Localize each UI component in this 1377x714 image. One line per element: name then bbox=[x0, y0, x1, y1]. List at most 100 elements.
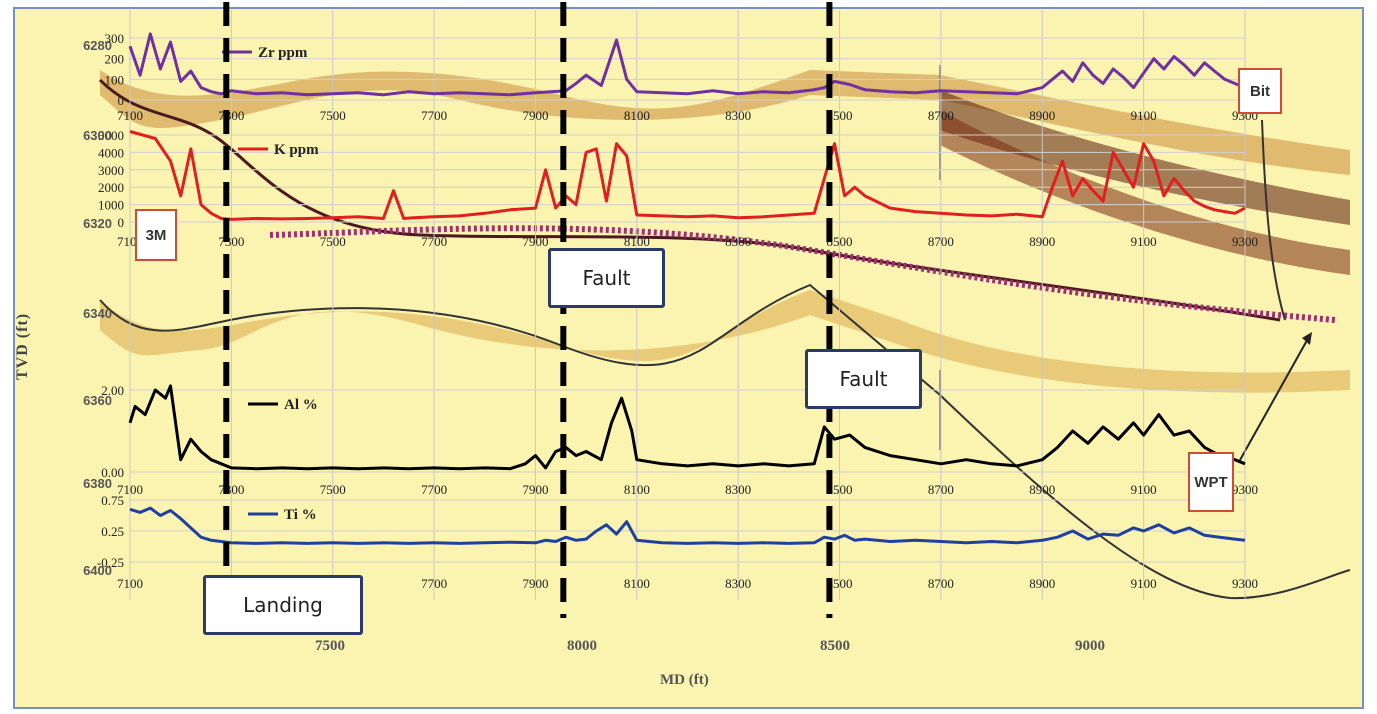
panel-3-ytick-2: -0.25 bbox=[97, 555, 124, 570]
arrow-line bbox=[1239, 334, 1311, 461]
panel-3-xtick-3: 7700 bbox=[421, 576, 447, 591]
series-line-0 bbox=[128, 32, 1246, 97]
panel-3-xtick-9: 8900 bbox=[1029, 576, 1055, 591]
panel-1-ytick-5: 0 bbox=[118, 215, 125, 230]
panel-0-xtick-2: 7500 bbox=[320, 108, 346, 123]
panel-0-ytick-2: 100 bbox=[105, 72, 125, 87]
tvd-axis-label: TVD (ft) bbox=[14, 312, 31, 380]
panel-1-ytick-4: 1000 bbox=[98, 198, 124, 213]
panel-0-xtick-7: 8500 bbox=[827, 108, 853, 123]
md-tick-1: 8000 bbox=[567, 638, 597, 654]
panel-1-xtick-7: 8500 bbox=[827, 234, 853, 249]
panel-0-ytick-1: 200 bbox=[105, 52, 125, 67]
seismic-band-upper bbox=[100, 70, 1350, 175]
panel-2-xtick-7: 8500 bbox=[827, 482, 853, 497]
panel-1-xtick-1: 7300 bbox=[218, 234, 244, 249]
panel-3-xtick-11: 9300 bbox=[1232, 576, 1258, 591]
panel-2-xtick-5: 8100 bbox=[624, 482, 650, 497]
panel-0-xtick-3: 7700 bbox=[421, 108, 447, 123]
series-line-3 bbox=[129, 506, 1246, 545]
panel-0-xtick-0: 7100 bbox=[117, 108, 143, 123]
tvd-tick-2: 6320 bbox=[83, 216, 112, 231]
panel-2-xtick-10: 9100 bbox=[1131, 482, 1157, 497]
bit-path-line bbox=[1261, 119, 1286, 321]
landing-callout: Landing bbox=[203, 575, 363, 635]
tvd-tick-4: 6360 bbox=[83, 393, 112, 408]
panel-2-xtick-4: 7900 bbox=[522, 482, 548, 497]
panel-2-xtick-6: 8300 bbox=[725, 482, 751, 497]
fault-label-2: Fault bbox=[839, 367, 888, 391]
seismic-band-middle bbox=[100, 290, 1350, 393]
panel-1-xtick-11: 9300 bbox=[1232, 234, 1258, 249]
panel-1-xtick-2: 7500 bbox=[320, 234, 346, 249]
wpt-tag: WPT bbox=[1188, 452, 1234, 512]
panel-2-xtick-9: 8900 bbox=[1029, 482, 1055, 497]
bit-tag: Bit bbox=[1238, 68, 1282, 114]
legend-label-3: Ti % bbox=[284, 507, 317, 523]
md-axis-label: MD (ft) bbox=[660, 672, 709, 688]
panel-0-xtick-10: 9100 bbox=[1131, 108, 1157, 123]
panel-2-ytick-1: 0.00 bbox=[101, 465, 124, 480]
series-line-1 bbox=[129, 130, 1246, 221]
panel-1-ytick-3: 2000 bbox=[98, 180, 124, 195]
panel-1-xtick-8: 8700 bbox=[928, 234, 954, 249]
panel-3-xtick-8: 8700 bbox=[928, 576, 954, 591]
fault-callout-2: Fault bbox=[805, 349, 922, 409]
panel-3-xtick-4: 7900 bbox=[522, 576, 548, 591]
panel-2-ytick-0: 2.00 bbox=[101, 383, 124, 398]
panel-2-xtick-11: 9300 bbox=[1232, 482, 1258, 497]
tvd-tick-3: 6340 bbox=[83, 306, 112, 321]
panel-3-xtick-10: 9100 bbox=[1131, 576, 1157, 591]
panel-1-ytick-2: 3000 bbox=[98, 163, 124, 178]
panel-1-xtick-9: 8900 bbox=[1029, 234, 1055, 249]
panel-0-xtick-9: 8900 bbox=[1029, 108, 1055, 123]
tvd-tick-0: 6280 bbox=[83, 38, 112, 53]
panel-3-xtick-7: 8500 bbox=[827, 576, 853, 591]
bit-tag-label: Bit bbox=[1250, 82, 1270, 100]
tvd-tick-5: 6380 bbox=[83, 476, 112, 491]
panel-1-xtick-6: 8300 bbox=[725, 234, 751, 249]
panel-3-ytick-0: 0.75 bbox=[101, 493, 124, 508]
panel-0-xtick-6: 8300 bbox=[725, 108, 751, 123]
legend-label-0: Zr ppm bbox=[258, 45, 308, 61]
tvd-tick-1: 6300 bbox=[83, 128, 112, 143]
md-tick-3: 9000 bbox=[1075, 638, 1105, 654]
panel-0-ytick-0: 300 bbox=[105, 31, 125, 46]
arrow-head bbox=[1302, 332, 1312, 345]
panel-3-ytick-1: 0.25 bbox=[101, 524, 124, 539]
panel-2-xtick-2: 7500 bbox=[320, 482, 346, 497]
sm-tag: 3M bbox=[135, 209, 177, 261]
panel-1-xtick-3: 7700 bbox=[421, 234, 447, 249]
legend-label-1: K ppm bbox=[274, 142, 319, 158]
panel-1-xtick-4: 7900 bbox=[522, 234, 548, 249]
panel-1-xtick-10: 9100 bbox=[1131, 234, 1157, 249]
series-line-2 bbox=[128, 384, 1246, 471]
panel-0-xtick-1: 7300 bbox=[218, 108, 244, 123]
legend-label-2: Al % bbox=[284, 397, 318, 413]
panel-1-xtick-5: 8100 bbox=[624, 234, 650, 249]
sm-tag-label: 3M bbox=[145, 226, 167, 244]
panel-3-xtick-0: 7100 bbox=[117, 576, 143, 591]
md-tick-0: 7500 bbox=[315, 638, 345, 654]
panel-1-ytick-0: 5000 bbox=[98, 128, 124, 143]
wpt-tag-label: WPT bbox=[1194, 473, 1228, 491]
panel-2-xtick-8: 8700 bbox=[928, 482, 954, 497]
panel-2-xtick-0: 7100 bbox=[117, 482, 143, 497]
panel-2-xtick-1: 7300 bbox=[218, 482, 244, 497]
panel-0-xtick-5: 8100 bbox=[624, 108, 650, 123]
tvd-tick-6: 6400 bbox=[83, 563, 112, 578]
panel-3-xtick-6: 8300 bbox=[725, 576, 751, 591]
formation-boundary-2 bbox=[99, 283, 1351, 600]
fault-label-1: Fault bbox=[582, 266, 631, 290]
panel-0-xtick-4: 7900 bbox=[522, 108, 548, 123]
fault-callout-1: Fault bbox=[548, 248, 665, 308]
md-tick-2: 8500 bbox=[820, 638, 850, 654]
landing-label: Landing bbox=[243, 593, 323, 617]
wellpath-planned bbox=[269, 225, 1336, 323]
seismic-band-dark-2 bbox=[940, 110, 1350, 275]
panel-3-xtick-5: 8100 bbox=[624, 576, 650, 591]
seismic-band-dark-1 bbox=[940, 90, 1350, 225]
panel-2-xtick-3: 7700 bbox=[421, 482, 447, 497]
